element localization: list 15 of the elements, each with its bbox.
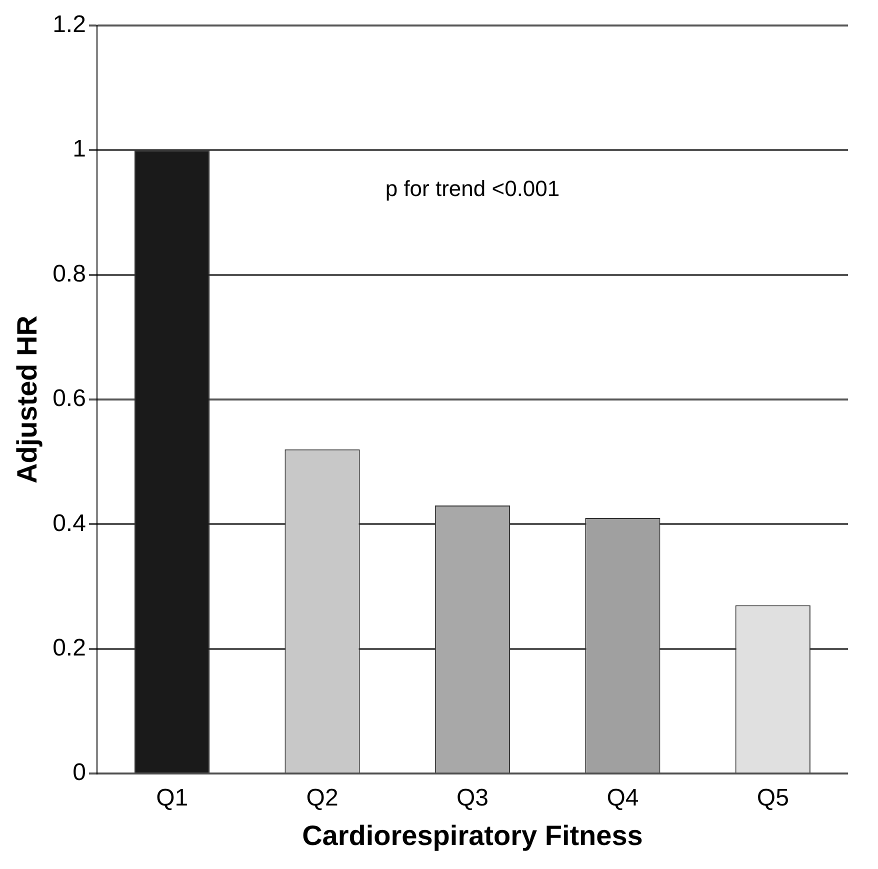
y-tick-label: 0.4 — [52, 510, 86, 537]
y-tick-label: 1.2 — [52, 11, 86, 38]
x-tick-label: Q5 — [756, 784, 789, 812]
x-tick-label: Q2 — [306, 784, 338, 812]
y-tick-label: 1 — [72, 136, 86, 163]
y-tick-label: 0.6 — [52, 385, 86, 412]
y-tick-label: 0.8 — [52, 260, 86, 288]
y-axis-title: Adjusted HR — [12, 316, 43, 484]
y-tick-label: 0.2 — [52, 634, 86, 662]
y-tick-label: 0 — [72, 759, 86, 786]
x-tick-label: Q4 — [606, 784, 639, 812]
x-axis-title: Cardiorespiratory Fitness — [302, 820, 643, 851]
annotation: p for trend <0.001 — [385, 176, 560, 202]
x-tick-label: Q1 — [156, 784, 188, 812]
x-tick-label: Q3 — [456, 784, 488, 812]
